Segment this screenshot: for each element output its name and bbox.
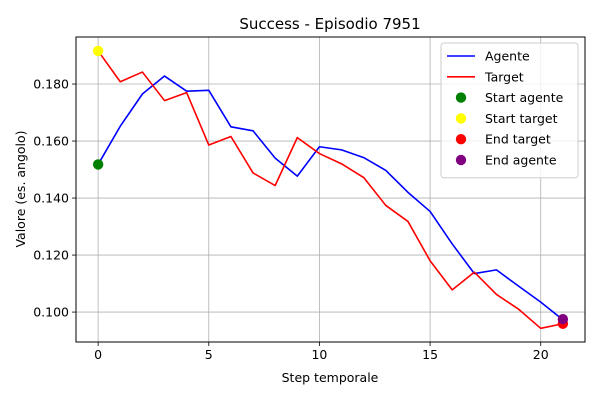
legend-marker bbox=[455, 113, 467, 124]
legend-label: Target bbox=[484, 69, 524, 84]
series-line-agente bbox=[97, 75, 564, 321]
x-tick-label: 0 bbox=[94, 347, 102, 362]
chart-title: Success - Episodio 7951 bbox=[239, 15, 420, 33]
x-tick-label: 10 bbox=[311, 347, 327, 362]
legend: Agente Target Start agente Start target End … bbox=[440, 42, 579, 179]
x-tick-label: 20 bbox=[533, 347, 549, 362]
y-tick-label: 0.100 bbox=[33, 305, 69, 320]
x-tick-label: 15 bbox=[422, 347, 438, 362]
legend-label: End agente bbox=[485, 153, 557, 168]
point-start-target bbox=[92, 45, 104, 57]
y-tick-label: 0.120 bbox=[33, 248, 69, 263]
legend-label: Start target bbox=[485, 111, 558, 126]
legend-marker bbox=[455, 134, 467, 145]
x-tick-label: 5 bbox=[205, 347, 213, 362]
series-layer bbox=[97, 50, 564, 330]
y-tick-label: 0.140 bbox=[33, 191, 69, 206]
point-start-agente bbox=[92, 159, 104, 170]
plot-frame bbox=[75, 36, 586, 343]
y-axis-label: Valore (es. angolo) bbox=[13, 130, 28, 247]
points-layer bbox=[92, 45, 569, 329]
y-tick-label: 0.160 bbox=[33, 134, 69, 149]
legend-marker bbox=[455, 92, 467, 103]
series-line-target bbox=[97, 50, 564, 330]
ticks: 0 5 10 15 20 0.100 0.120 0.140 0.160 0.180 bbox=[33, 77, 549, 362]
legend-label: Agente bbox=[485, 49, 530, 64]
legend-label: Start agente bbox=[485, 90, 564, 105]
point-end-agente bbox=[557, 313, 569, 325]
x-axis-label: Step temporale bbox=[282, 370, 379, 385]
y-tick-label: 0.180 bbox=[33, 77, 69, 92]
legend-label: End target bbox=[485, 132, 551, 147]
legend-marker bbox=[455, 154, 467, 166]
legend-box bbox=[440, 42, 579, 179]
